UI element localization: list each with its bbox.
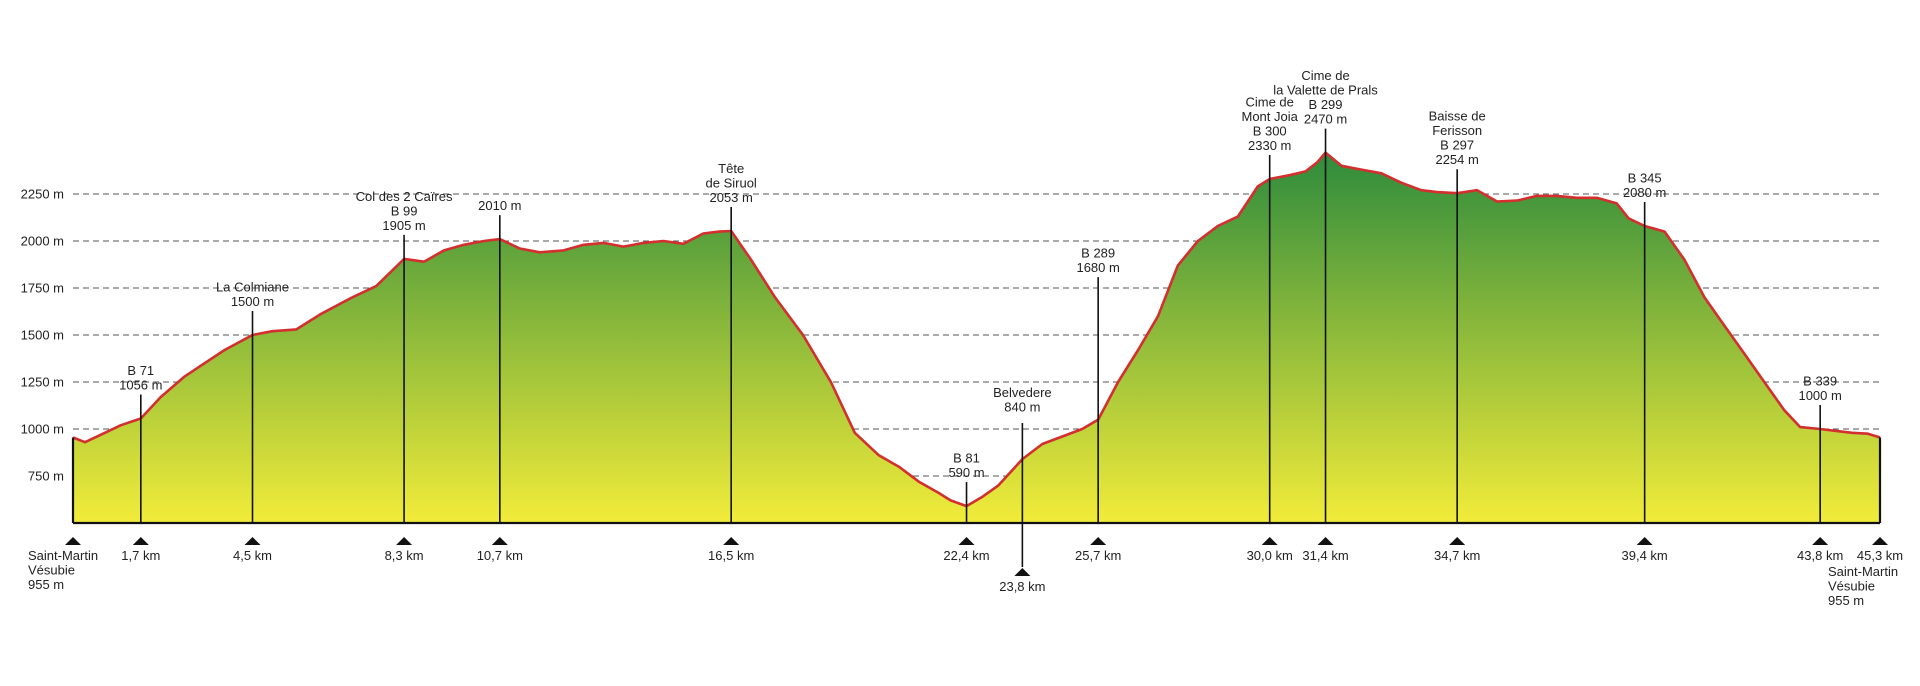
waypoint-label: Baisse de (1429, 109, 1486, 124)
waypoint-label: B 81 (953, 451, 980, 466)
waypoint-label: 840 m (1004, 400, 1040, 415)
endpoint-label: Vésubie (28, 563, 75, 578)
waypoint-km-label: 34,7 km (1434, 548, 1480, 563)
waypoint-label: Cime de (1245, 94, 1293, 109)
elevation-fill (73, 152, 1880, 523)
waypoint-label: 1000 m (1798, 388, 1841, 403)
waypoint-label: B 71 (127, 363, 154, 378)
waypoint-label: Ferisson (1432, 123, 1482, 138)
y-axis-labels: 750 m 1000 m 1250 m 1500 m 1750 m 2000 m 2250 … (21, 187, 64, 484)
y-tick-label: 1500 m (21, 328, 64, 343)
waypoint: 2010 m 10,7 km (477, 198, 523, 563)
waypoint-label: 1056 m (119, 377, 162, 392)
y-tick-label: 1250 m (21, 375, 64, 390)
baseline (71, 437, 1882, 525)
waypoint-km-label: 25,7 km (1075, 548, 1121, 563)
waypoint-marker (1449, 537, 1466, 545)
waypoint-label: 2010 m (478, 198, 521, 213)
waypoint-label: B 289 (1081, 246, 1115, 261)
y-tick-label: 1750 m (21, 281, 64, 296)
waypoint-km-label: 45,3 km (1857, 548, 1903, 563)
waypoint-km-label: 22,4 km (943, 548, 989, 563)
waypoint-km-label: 23,8 km (999, 579, 1045, 594)
y-tick-label: 1000 m (21, 422, 64, 437)
endpoint-label: 955 m (1828, 593, 1864, 608)
waypoint-label: B 300 (1253, 123, 1287, 138)
waypoint-label: Tête (718, 161, 744, 176)
waypoint-marker (65, 537, 81, 545)
waypoint-marker (1014, 568, 1031, 576)
y-tick-label: 750 m (28, 469, 64, 484)
waypoint-label: de Siruol (706, 176, 757, 191)
endpoint-label: Saint-Martin (28, 548, 98, 563)
waypoint-km-label: 8,3 km (385, 548, 424, 563)
waypoint-label: 2053 m (709, 190, 752, 205)
waypoint-label: 2080 m (1623, 185, 1666, 200)
endpoint-label: Saint-Martin (1828, 564, 1898, 579)
waypoint-marker (1872, 537, 1888, 545)
endpoint-label: 955 m (28, 577, 64, 592)
waypoint-marker (491, 537, 508, 545)
y-tick-label: 2250 m (21, 187, 64, 202)
waypoint-label: 1500 m (231, 294, 274, 309)
waypoint-marker (1636, 537, 1653, 545)
waypoint-marker (1812, 537, 1829, 545)
elevation-line (72, 151, 1881, 508)
waypoint-label: la Valette de Prals (1273, 83, 1378, 98)
waypoint-label: Belvedere (993, 385, 1052, 400)
elevation-area (72, 151, 1881, 523)
waypoint-km-label: 1,7 km (121, 548, 160, 563)
waypoint-label: B 299 (1309, 97, 1343, 112)
endpoint-label: Vésubie (1828, 579, 1875, 594)
y-tick-label: 2000 m (21, 234, 64, 249)
waypoint-label: Col des 2 Caïres (356, 189, 453, 204)
waypoint-label: B 99 (391, 203, 418, 218)
waypoint-marker (1090, 537, 1107, 545)
waypoint-marker (958, 537, 975, 545)
waypoint-label: 2470 m (1304, 112, 1347, 127)
waypoint-label: Mont Joia (1242, 109, 1299, 124)
waypoint-km-label: 39,4 km (1622, 548, 1668, 563)
waypoint-km-label: 4,5 km (233, 548, 272, 563)
waypoint-marker (1317, 537, 1334, 545)
waypoint-label: Cime de (1301, 68, 1349, 83)
waypoint-label: 1680 m (1076, 260, 1119, 275)
waypoint-label: 2254 m (1435, 152, 1478, 167)
waypoint-km-label: 30,0 km (1247, 548, 1293, 563)
waypoint-label: B 339 (1803, 374, 1837, 389)
waypoint-label: 2330 m (1248, 138, 1291, 153)
waypoint-marker (244, 537, 261, 545)
waypoint-marker (132, 537, 149, 545)
waypoint-km-label: 16,5 km (708, 548, 754, 563)
waypoint-label: 1905 m (382, 218, 425, 233)
waypoint-marker (723, 537, 740, 545)
waypoint-label: B 345 (1628, 170, 1662, 185)
waypoint-km-label: 10,7 km (477, 548, 523, 563)
waypoint-label: La Colmiane (216, 280, 289, 295)
waypoint-km-label: 43,8 km (1797, 548, 1843, 563)
waypoint-marker (1261, 537, 1278, 545)
waypoint-km-label: 31,4 km (1302, 548, 1348, 563)
waypoint-label: B 297 (1440, 138, 1474, 153)
waypoint-marker (396, 537, 413, 545)
waypoint-label: 590 m (948, 465, 984, 480)
